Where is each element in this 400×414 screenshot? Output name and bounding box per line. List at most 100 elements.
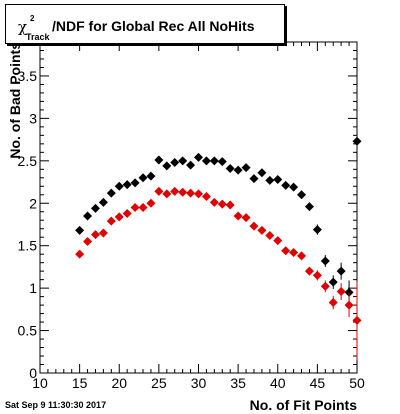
data-point-black — [297, 190, 307, 200]
data-point-red — [178, 187, 188, 197]
data-point-red — [297, 251, 307, 261]
data-point-red — [320, 281, 330, 291]
data-point-black — [122, 180, 132, 190]
data-point-black — [75, 225, 85, 235]
title-chi-symbol: χ — [18, 18, 28, 36]
data-point-red — [122, 208, 132, 218]
data-point-red — [304, 266, 314, 276]
y-axis-title: No. of Bad Points — [7, 42, 23, 159]
data-point-black — [201, 156, 211, 166]
title-superscript: 2 — [30, 14, 35, 23]
y-tick-label: 1 — [29, 280, 37, 296]
x-tick-label: 50 — [349, 375, 365, 391]
data-point-black — [146, 171, 156, 181]
data-point-black — [241, 163, 251, 173]
data-point-red — [98, 228, 108, 238]
data-point-black — [98, 197, 108, 207]
data-point-black — [217, 157, 227, 167]
data-point-black — [281, 180, 291, 190]
data-point-black — [257, 168, 267, 178]
data-point-black — [162, 161, 172, 171]
data-point-black — [289, 182, 299, 192]
data-point-black — [352, 136, 362, 146]
x-tick-label: 15 — [72, 375, 88, 391]
x-tick-label: 10 — [32, 375, 48, 391]
x-tick-label: 20 — [111, 375, 127, 391]
data-point-red — [265, 231, 275, 241]
data-point-black — [304, 202, 314, 212]
data-point-red — [273, 236, 283, 246]
y-tick-label: 2 — [29, 195, 37, 211]
data-point-red — [336, 287, 346, 297]
data-point-black — [209, 156, 219, 166]
data-point-black — [265, 175, 275, 185]
data-point-red — [194, 189, 203, 199]
data-point-red — [154, 186, 164, 196]
data-point-black — [154, 155, 164, 165]
y-tick-label: 3 — [29, 110, 37, 126]
data-point-red — [90, 230, 100, 240]
data-point-black — [138, 173, 148, 183]
data-point-black — [178, 156, 188, 166]
data-point-red — [312, 270, 322, 280]
x-tick-label: 40 — [270, 375, 286, 391]
title-subscript: Track — [26, 32, 50, 42]
data-point-black — [106, 188, 116, 198]
data-point-red — [114, 212, 124, 222]
data-point-red — [217, 199, 227, 209]
data-point-red — [249, 221, 259, 231]
data-point-red — [352, 315, 362, 325]
data-point-black — [233, 165, 243, 175]
y-tick-label: 3.5 — [18, 68, 38, 84]
data-point-red — [328, 298, 338, 308]
data-point-red — [106, 216, 116, 226]
data-point-red — [146, 198, 156, 208]
axis-tick-labels: 10 15 20 25 30 35 40 45 50 0 0.5 1 1.5 2 2.5 3 3.5 — [18, 68, 365, 391]
data-point-black — [312, 225, 322, 235]
x-tick-label: 30 — [191, 375, 207, 391]
data-point-black — [130, 178, 140, 188]
data-point-red — [225, 200, 235, 210]
data-point-red — [186, 188, 196, 198]
data-point-red — [83, 236, 93, 246]
data-point-black — [170, 158, 180, 168]
data-point-red — [344, 300, 354, 310]
data-point-black — [273, 174, 283, 184]
data-point-black — [114, 181, 124, 191]
x-tick-label: 35 — [230, 375, 246, 391]
data-point-black — [83, 211, 93, 221]
data-point-black — [336, 266, 346, 276]
data-point-black — [186, 160, 196, 170]
data-point-black — [249, 174, 259, 184]
y-tick-label: 0 — [29, 365, 37, 381]
y-tick-label: 2.5 — [18, 153, 38, 169]
data-point-red — [233, 211, 243, 221]
data-point-black — [320, 256, 330, 266]
y-tick-label: 0.5 — [18, 323, 38, 339]
data-point-red — [289, 247, 299, 257]
y-tick-label: 1.5 — [18, 238, 38, 254]
x-tick-label: 45 — [310, 375, 326, 391]
data-point-red — [75, 249, 85, 259]
x-tick-label: 25 — [151, 375, 167, 391]
data-point-red — [241, 213, 251, 223]
data-point-red — [209, 197, 219, 207]
data-point-red — [170, 186, 180, 196]
data-point-black — [328, 277, 338, 287]
data-point-red — [257, 225, 267, 235]
data-point-black — [225, 163, 235, 173]
data-point-black — [194, 152, 203, 162]
timestamp-label: Sat Sep 9 11:30:30 2017 — [5, 400, 107, 410]
x-axis-title: No. of Fit Points — [250, 397, 358, 413]
data-point-black — [90, 203, 100, 213]
data-point-red — [281, 246, 291, 256]
data-point-red — [138, 203, 148, 212]
chart-title: /NDF for Global Rec All NoHits — [52, 18, 255, 34]
data-point-red — [162, 189, 172, 199]
chart-title-box: χ 2 Track /NDF for Global Rec All NoHits — [5, 4, 285, 44]
data-point-black — [344, 287, 354, 297]
data-points — [75, 52, 362, 360]
data-point-red — [130, 203, 140, 212]
data-point-red — [201, 191, 211, 201]
